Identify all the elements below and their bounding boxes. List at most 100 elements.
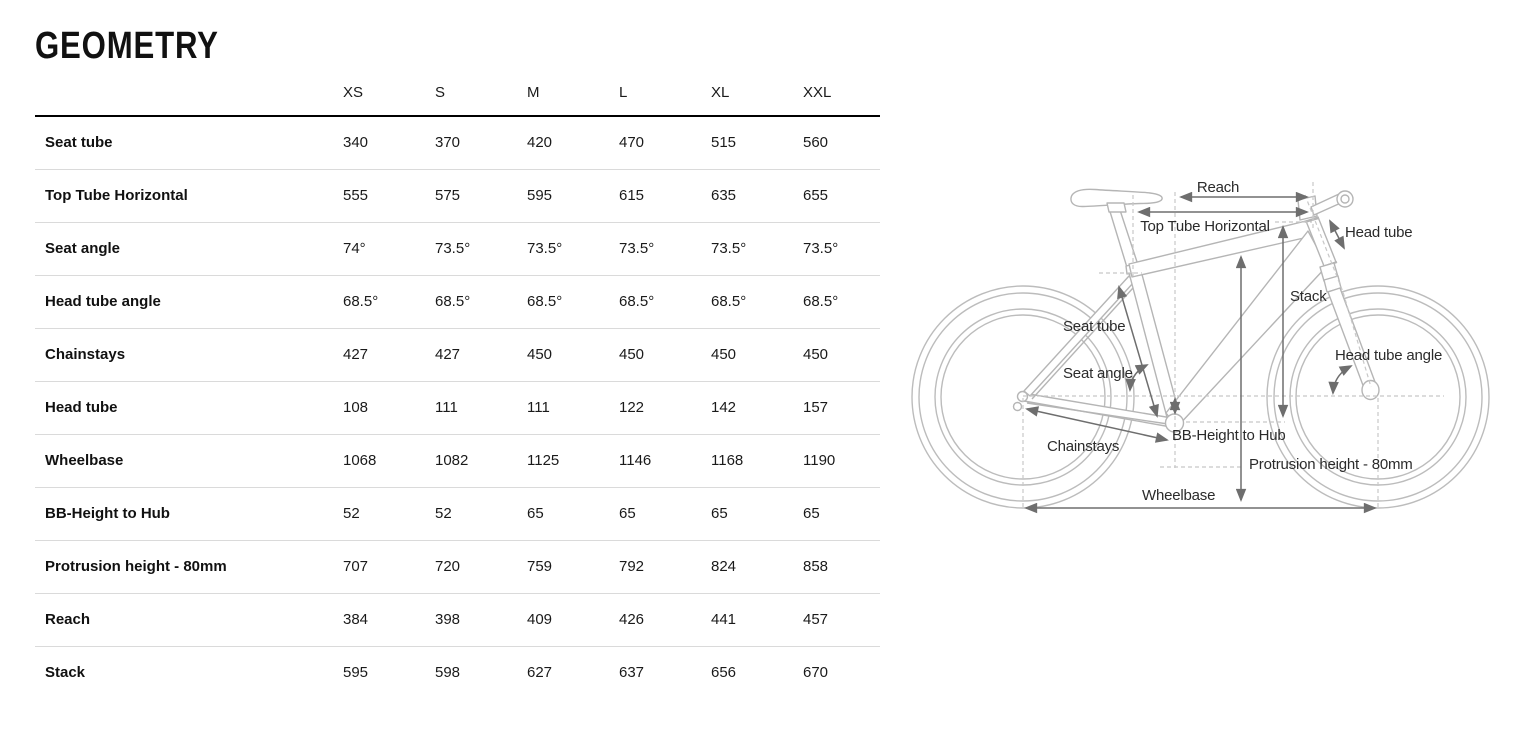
spec-value: 68.5° bbox=[435, 275, 527, 329]
head-tube-angle-arc bbox=[1328, 365, 1353, 395]
spec-value: 409 bbox=[527, 593, 619, 647]
spec-value: 555 bbox=[343, 169, 435, 223]
spec-value: 420 bbox=[527, 115, 619, 170]
spec-value: 450 bbox=[619, 328, 711, 382]
table-header-row: XS S M L XL XXL bbox=[35, 83, 880, 117]
front-dropout bbox=[1361, 379, 1380, 401]
spec-value: 595 bbox=[527, 169, 619, 223]
spec-value: 670 bbox=[803, 664, 829, 682]
spec-value: 68.5° bbox=[803, 275, 880, 329]
spec-label: Reach bbox=[35, 593, 343, 647]
size-header-xl: XL bbox=[711, 83, 803, 117]
spec-label: Stack bbox=[45, 664, 86, 682]
spec-value: 707 bbox=[343, 540, 435, 594]
table-row: Top Tube Horizontal 555 575 595 615 635 … bbox=[35, 169, 880, 223]
spec-value: 157 bbox=[803, 381, 880, 435]
spec-value: 792 bbox=[619, 540, 711, 594]
head-tube-arrow bbox=[1329, 219, 1345, 250]
size-header-m: M bbox=[527, 83, 619, 117]
spec-value: 1146 bbox=[619, 434, 711, 488]
table-row: Protrusion height - 80mm 707 720 759 792… bbox=[35, 540, 880, 594]
size-header-s: S bbox=[435, 83, 527, 117]
spec-value: 635 bbox=[711, 169, 803, 223]
spec-value: 68.5° bbox=[619, 275, 711, 329]
spec-value: 627 bbox=[527, 664, 553, 682]
spec-label: Head tube angle bbox=[35, 275, 343, 329]
seat-angle-label: Seat angle bbox=[1063, 365, 1133, 382]
size-header-xxl: XXL bbox=[803, 83, 880, 117]
head-tube-label: Head tube bbox=[1345, 224, 1412, 241]
spec-value: 450 bbox=[527, 328, 619, 382]
spec-value: 1125 bbox=[527, 434, 619, 488]
spec-value: 450 bbox=[711, 328, 803, 382]
table-row: Head tube angle 68.5° 68.5° 68.5° 68.5° … bbox=[35, 275, 880, 329]
wheelbase-label: Wheelbase bbox=[1142, 487, 1215, 504]
top-tube-horizontal-label: Top Tube Horizontal bbox=[1140, 218, 1270, 235]
bb-height-to-hub-label: BB-Height to Hub bbox=[1172, 427, 1286, 444]
spec-label: BB-Height to Hub bbox=[35, 487, 343, 541]
table-row: Head tube 108 111 111 122 142 157 bbox=[35, 381, 880, 435]
spec-value: 122 bbox=[619, 381, 711, 435]
fork-blade bbox=[1327, 287, 1376, 389]
spec-value: 426 bbox=[619, 593, 711, 647]
spec-value: 65 bbox=[619, 487, 711, 541]
table-row: Chainstays 427 427 450 450 450 450 bbox=[35, 328, 880, 382]
saddle bbox=[1070, 188, 1163, 208]
spec-label: Chainstays bbox=[35, 328, 343, 382]
spec-value: 111 bbox=[435, 381, 527, 435]
headset-top-line bbox=[1304, 217, 1320, 223]
empty-header-cell bbox=[35, 83, 343, 117]
seat-tube-label: Seat tube bbox=[1063, 318, 1125, 335]
spec-value: 1082 bbox=[435, 434, 527, 488]
table-row: Stack 595 598 627 637 656 670 bbox=[35, 646, 880, 699]
spec-value: 52 bbox=[343, 487, 435, 541]
spec-value: 655 bbox=[803, 169, 880, 223]
spec-value: 598 bbox=[435, 664, 461, 682]
spec-value: 68.5° bbox=[343, 275, 435, 329]
rear-derailleur bbox=[1012, 401, 1023, 412]
geometry-table: XS S M L XL XXL Seat tube 340 370 420 47… bbox=[35, 83, 880, 699]
stack-label: Stack bbox=[1290, 288, 1327, 305]
spec-value: 370 bbox=[435, 115, 527, 170]
spec-value: 427 bbox=[343, 328, 435, 382]
spec-value: 595 bbox=[343, 664, 369, 682]
chainstays-arrow bbox=[1025, 406, 1169, 443]
geometry-section: GEOMETRY XS S M L XL XXL Seat tube 340 3… bbox=[35, 25, 880, 699]
saddle-clamp bbox=[1106, 202, 1127, 213]
spec-value: 398 bbox=[435, 593, 527, 647]
spec-label: Wheelbase bbox=[35, 434, 343, 488]
seat-angle-arc bbox=[1125, 364, 1149, 392]
spec-value: 52 bbox=[435, 487, 527, 541]
spec-value: 73.5° bbox=[527, 222, 619, 276]
spec-value: 142 bbox=[711, 381, 803, 435]
spec-value: 824 bbox=[711, 540, 803, 594]
spec-value: 1068 bbox=[343, 434, 435, 488]
spec-label: Protrusion height - 80mm bbox=[35, 540, 343, 594]
spec-value: 73.5° bbox=[711, 222, 803, 276]
spec-value: 450 bbox=[803, 328, 880, 382]
spec-label: Seat angle bbox=[35, 222, 343, 276]
table-row: BB-Height to Hub 52 52 65 65 65 65 bbox=[35, 487, 880, 541]
spec-value: 441 bbox=[711, 593, 803, 647]
spec-value: 470 bbox=[619, 115, 711, 170]
spec-value: 759 bbox=[527, 540, 619, 594]
spec-value: 68.5° bbox=[711, 275, 803, 329]
spec-value: 637 bbox=[619, 664, 645, 682]
spec-value: 575 bbox=[435, 169, 527, 223]
protrusion-height-label: Protrusion height - 80mm bbox=[1249, 456, 1413, 473]
page-title: GEOMETRY bbox=[35, 25, 219, 67]
size-header-l: L bbox=[619, 83, 711, 117]
spec-value: 615 bbox=[619, 169, 711, 223]
table-row: Seat angle 74° 73.5° 73.5° 73.5° 73.5° 7… bbox=[35, 222, 880, 276]
seatstay-inner-line bbox=[1031, 287, 1134, 400]
spec-label: Head tube bbox=[35, 381, 343, 435]
chainstays-label: Chainstays bbox=[1047, 438, 1119, 455]
spec-value: 384 bbox=[343, 593, 435, 647]
spec-value: 560 bbox=[803, 115, 880, 170]
spec-value: 65 bbox=[803, 487, 880, 541]
spec-value: 74° bbox=[343, 222, 435, 276]
spec-value: 515 bbox=[711, 115, 803, 170]
spec-value: 340 bbox=[343, 115, 435, 170]
handlebar-grip-inner bbox=[1340, 194, 1350, 204]
spec-value: 108 bbox=[343, 381, 435, 435]
